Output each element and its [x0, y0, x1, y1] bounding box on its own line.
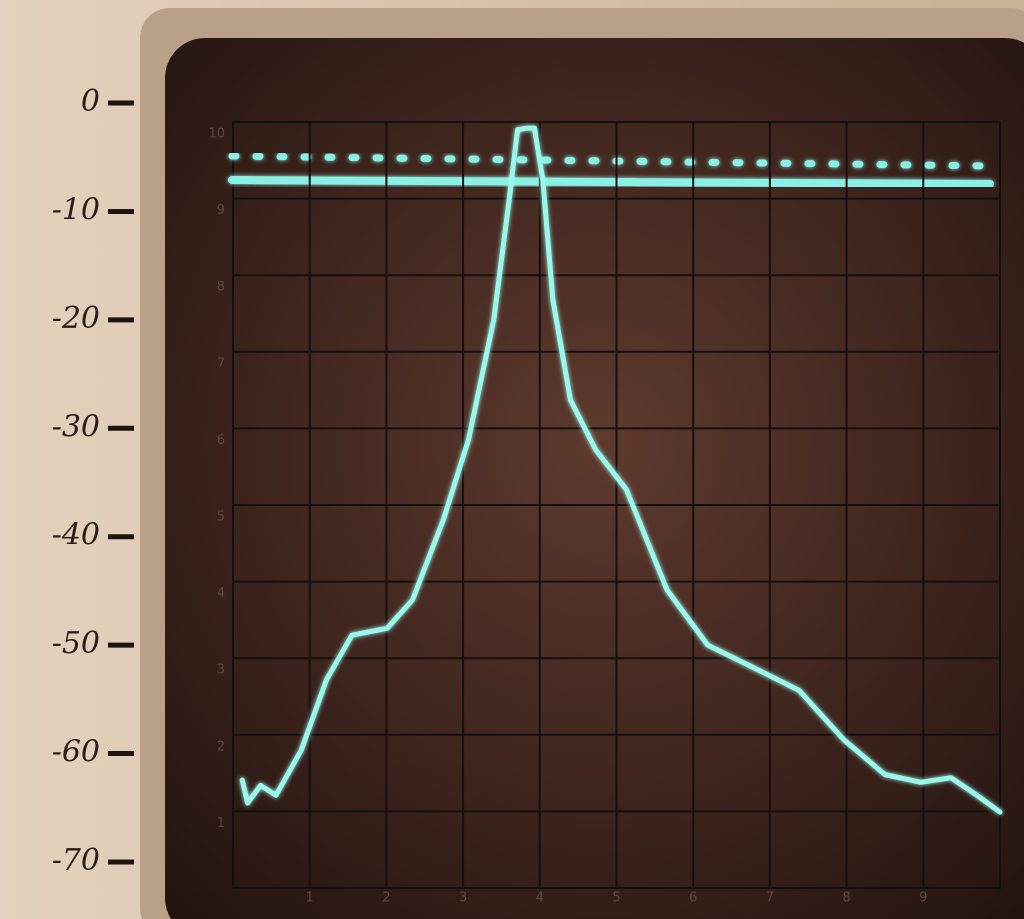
y-tick-label: 5 [217, 510, 225, 525]
y2-tick-label: 0 [81, 84, 100, 119]
y-tick-label: 6 [217, 433, 225, 448]
y2-tick-label: -50 [52, 626, 100, 661]
x-tick-label: 2 [382, 891, 390, 906]
y-tick-label: 10 [208, 127, 225, 142]
x-tick-label: 3 [459, 891, 467, 906]
plot: 1 2 3 4 5 6 7 8 9 1 2 3 4 5 6 7 8 9 10 0 -10 -20 -30 -40 -50 -60 -… [52, 84, 1003, 906]
y-tick-label: 4 [217, 586, 225, 601]
y2-tick-label: -30 [52, 409, 100, 444]
y2-tick-label: -20 [52, 301, 100, 336]
y2-tick-label: -70 [52, 843, 100, 878]
y2-tick-label: -60 [52, 735, 100, 770]
y2-tick-label: -40 [52, 518, 100, 553]
y-tick-label: 9 [217, 203, 225, 218]
x-tick-label: 5 [612, 891, 620, 906]
y-tick-label: 1 [217, 816, 225, 831]
y2-tick-label: -10 [52, 192, 100, 227]
y-tick-label: 2 [217, 739, 225, 754]
y-tick-label: 8 [217, 280, 225, 295]
x-tick-label: 1 [306, 891, 314, 906]
y-tick-label: 3 [217, 663, 225, 678]
trace [239, 125, 1003, 815]
baseline-traces [228, 152, 994, 188]
y-tick-label: 7 [217, 356, 225, 371]
x-tick-label: 9 [919, 891, 927, 906]
marker-dots [228, 152, 994, 170]
x-tick-label: 6 [689, 891, 697, 906]
x-tick-label: 8 [842, 891, 850, 906]
x-tick-label: 4 [536, 891, 544, 906]
screen [165, 38, 1024, 919]
x-tick-label: 7 [766, 891, 774, 906]
baseline-trace [228, 176, 994, 188]
